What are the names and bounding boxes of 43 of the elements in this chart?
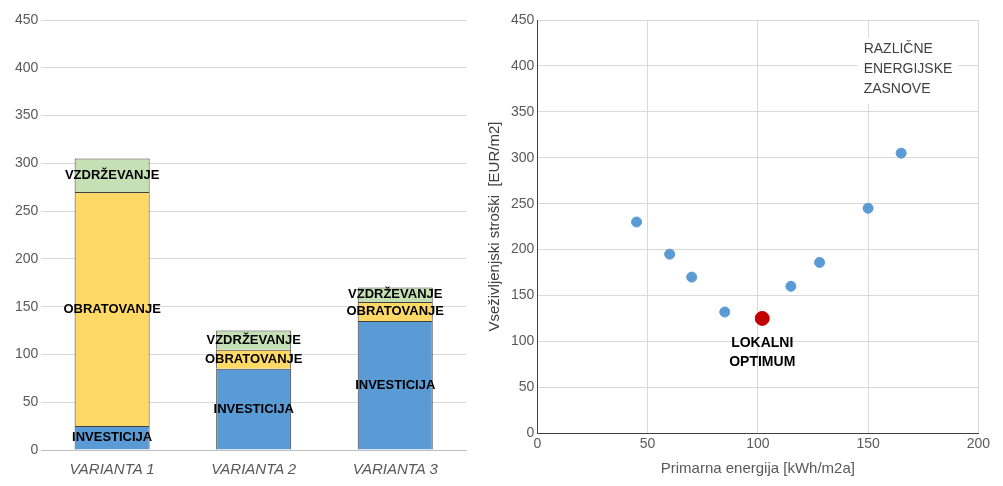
- x-tick-label: VARIANTA 3: [352, 460, 439, 478]
- series-label: VZDRŽEVANJE: [348, 286, 443, 302]
- y-tick-label: 50: [22, 393, 39, 410]
- x-tick-label: VARIANTA 1: [69, 460, 155, 478]
- y-axis-title: Vseživljenjski stroški [EUR/m2]: [485, 121, 503, 332]
- y-tick-label: 450: [511, 10, 535, 27]
- point: [754, 310, 770, 326]
- y-tick-label: 250: [15, 201, 39, 218]
- point: [631, 216, 643, 228]
- annotation: RAZLIČNE ENERGIJSKE ZASNOVE: [863, 39, 953, 96]
- point: [785, 280, 797, 292]
- y-tick-label: 0: [526, 424, 535, 441]
- x-tick-label: 100: [746, 435, 770, 452]
- y-tick-label: 100: [511, 332, 535, 349]
- point: [719, 306, 731, 318]
- y-tick-label: 50: [518, 378, 535, 395]
- y-tick-label: 400: [15, 58, 39, 75]
- point: [686, 271, 698, 283]
- y-tick-label: 350: [15, 106, 39, 123]
- y-tick-label: 150: [15, 297, 39, 314]
- x-tick-label: 150: [856, 435, 880, 452]
- y-tick-label: 450: [15, 10, 39, 27]
- y-tick-label: 300: [15, 154, 39, 171]
- annotation: LOKALNI OPTIMUM: [729, 334, 796, 370]
- y-tick-label: 100: [15, 345, 39, 362]
- point: [814, 256, 826, 268]
- y-tick-label: 250: [511, 194, 535, 211]
- text: OBRATOVANJE: [63, 300, 161, 316]
- point: [862, 202, 874, 214]
- x-tick-label: 200: [966, 435, 991, 452]
- text: VZDRŽEVANJE: [64, 166, 160, 182]
- x-tick-label: VARIANTA 2: [211, 460, 297, 478]
- y-tick-label: 350: [511, 102, 535, 119]
- point: [664, 248, 676, 260]
- y-tick-label: 300: [511, 148, 535, 165]
- y-tick-label: 200: [511, 240, 535, 257]
- x-axis-title: Primarna energija [kWh/m2a]: [660, 459, 855, 477]
- point: [895, 147, 907, 159]
- y-tick-label: 200: [15, 249, 39, 266]
- text: VZDRŽEVANJE: [206, 331, 301, 347]
- y-tick-label: 150: [511, 286, 535, 303]
- y-tick-label: 400: [511, 56, 535, 73]
- x-tick-label: 50: [639, 435, 656, 452]
